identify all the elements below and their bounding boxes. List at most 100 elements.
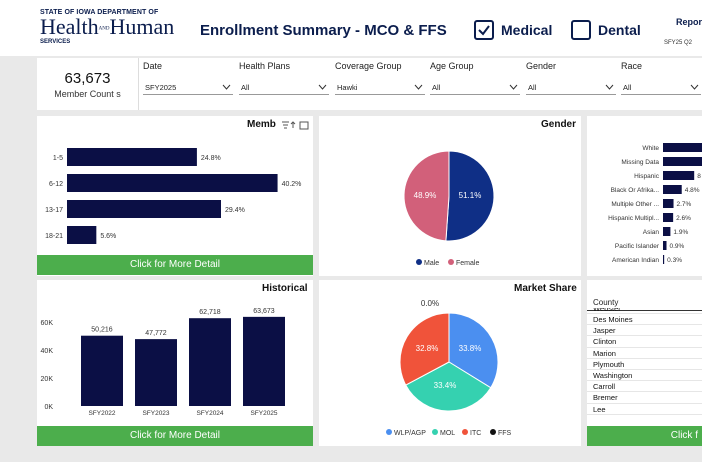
- historical-title: Historical: [262, 283, 308, 294]
- race-bar: [663, 199, 674, 208]
- race-value-label: 0.3%: [667, 257, 682, 264]
- race-value-label: 8: [697, 173, 701, 180]
- race-value-label: 1.9%: [673, 229, 688, 236]
- chevron-down-icon: [222, 84, 231, 90]
- filter-race-value: All: [623, 82, 632, 92]
- county-row[interactable]: Des Moines: [587, 314, 702, 326]
- county-row[interactable]: Carroll: [587, 381, 702, 393]
- county-row[interactable]: Lee: [587, 404, 702, 415]
- age-bar: [67, 200, 221, 218]
- filter-coverage-group-dropdown[interactable]: Hawki: [335, 80, 425, 95]
- historical-detail-button[interactable]: Click for More Detail: [37, 426, 313, 446]
- filter-coverage-group-value: Hawki: [337, 82, 358, 92]
- filter-gender-value: All: [528, 82, 537, 92]
- race-bar: [663, 185, 682, 194]
- county-row[interactable]: Webster: [587, 308, 702, 314]
- market-legend-label: MOL: [440, 430, 455, 437]
- sort-icon[interactable]: [290, 121, 296, 128]
- market-slice: [399, 312, 450, 386]
- historical-bar: [189, 318, 231, 406]
- age-tick-label: 6-12: [49, 181, 63, 188]
- logo-line-1: STATE OF IOWA DEPARTMENT OF: [40, 9, 159, 16]
- page-title: Enrollment Summary - MCO & FFS: [200, 22, 447, 39]
- county-row[interactable]: Washington: [587, 370, 702, 382]
- county-row[interactable]: Plymouth: [587, 359, 702, 370]
- historical-x-tick: SFY2022: [88, 410, 115, 417]
- gender-legend-label: Male: [424, 260, 439, 267]
- historical-x-tick: SFY2023: [142, 410, 169, 417]
- county-list[interactable]: Webster Des Moines Jasper Clinton Marion Plym…: [587, 308, 702, 422]
- historical-x-tick: SFY2025: [250, 410, 277, 417]
- market-slice-label: 33.8%: [459, 344, 482, 353]
- filter-date-dropdown[interactable]: SFY2025: [143, 80, 233, 95]
- logo-line-3: SERVICES: [40, 39, 71, 46]
- chevron-down-icon: [690, 84, 699, 90]
- market-legend-label: WLP/AGP: [394, 430, 426, 437]
- gender-slice: [403, 150, 450, 242]
- county-header-divider: [587, 310, 702, 311]
- chevron-down-icon: [509, 84, 518, 90]
- county-panel: County Webster Des Moines Jasper Clinton Mar…: [587, 280, 702, 446]
- focus-mode-icon[interactable]: [299, 121, 309, 130]
- race-tick-label: Multiple Other ...: [611, 201, 659, 208]
- filter-health-plans: Health Plans All: [239, 61, 329, 95]
- race-tick-label: American Indian: [612, 257, 659, 264]
- county-row[interactable]: Bremer: [587, 392, 702, 404]
- medical-label: Medical: [501, 22, 553, 38]
- checkmark-icon: [478, 25, 490, 36]
- historical-panel: Historical 0K 20K 40K 60K 50,216 SFY2022 47,77…: [37, 280, 313, 446]
- historical-value-label: 63,673: [253, 308, 275, 315]
- county-detail-button[interactable]: Click f: [587, 426, 702, 446]
- panel-toolbar-icons[interactable]: [281, 120, 311, 130]
- medical-checkbox[interactable]: Medical: [474, 20, 552, 40]
- historical-y-tick: 0K: [44, 404, 53, 411]
- logo-word-human: Human: [109, 14, 175, 39]
- filter-gender-label: Gender: [526, 61, 557, 71]
- gender-slice-label: 51.1%: [459, 191, 482, 200]
- medical-check-box[interactable]: [474, 20, 494, 40]
- race-tick-label: White: [642, 145, 659, 152]
- gender-chart: 51.1% 48.9% Male Female: [403, 150, 495, 267]
- filter-health-plans-dropdown[interactable]: All: [239, 80, 329, 95]
- age-tick-label: 1-5: [53, 155, 63, 162]
- filter-date-label: Date: [143, 61, 163, 71]
- filter-age-group-dropdown[interactable]: All: [430, 80, 520, 95]
- historical-bar: [81, 335, 123, 406]
- race-bar: [663, 213, 674, 222]
- historical-value-label: 62,718: [199, 309, 221, 316]
- gender-legend-label: Female: [456, 260, 479, 267]
- chevron-down-icon: [414, 84, 423, 90]
- historical-value-label: 50,216: [91, 327, 113, 334]
- logo-and: AND: [98, 26, 110, 32]
- market-share-title: Market Share: [514, 283, 577, 294]
- race-bar: [663, 227, 671, 236]
- age-group-chart: 1-5 24.8% 6-12 40.2% 13-17 29.4% 18-21 5.6%: [45, 148, 302, 244]
- chevron-down-icon: [605, 84, 614, 90]
- filter-race-dropdown[interactable]: All: [621, 80, 701, 95]
- age-group-detail-button[interactable]: Click for More Detail: [37, 255, 313, 275]
- county-row[interactable]: Clinton: [587, 336, 702, 348]
- dental-check-box[interactable]: [571, 20, 591, 40]
- filter-gender-dropdown[interactable]: All: [526, 80, 616, 95]
- member-count-card: 63,673 Member Count s: [37, 58, 139, 110]
- county-header[interactable]: County: [593, 298, 619, 307]
- logo-line-2: HealthANDHuman: [40, 16, 174, 39]
- county-row[interactable]: Jasper: [587, 325, 702, 337]
- filter-date: Date SFY2025: [143, 61, 233, 95]
- age-value-label: 5.6%: [100, 233, 116, 240]
- county-row[interactable]: Marion: [587, 348, 702, 359]
- filter-health-plans-value: All: [241, 82, 250, 92]
- filter-bar: 63,673 Member Count s Date SFY2025 Healt…: [37, 58, 702, 110]
- race-tick-label: Pacific Islander: [615, 243, 660, 250]
- dental-checkbox[interactable]: Dental: [571, 20, 641, 40]
- gender-title: Gender: [541, 119, 577, 130]
- filter-gender: Gender All: [526, 61, 616, 95]
- market-legend-label: ITC: [470, 430, 481, 437]
- agency-logo: STATE OF IOWA DEPARTMENT OF HealthANDHum…: [40, 9, 174, 45]
- market-legend-marker: [462, 429, 468, 435]
- market-legend-label: FFS: [498, 430, 512, 437]
- age-value-label: 40.2%: [282, 181, 302, 188]
- filter-icon[interactable]: [282, 121, 289, 129]
- filter-date-value: SFY2025: [145, 82, 177, 92]
- historical-y-tick: 40K: [41, 348, 54, 355]
